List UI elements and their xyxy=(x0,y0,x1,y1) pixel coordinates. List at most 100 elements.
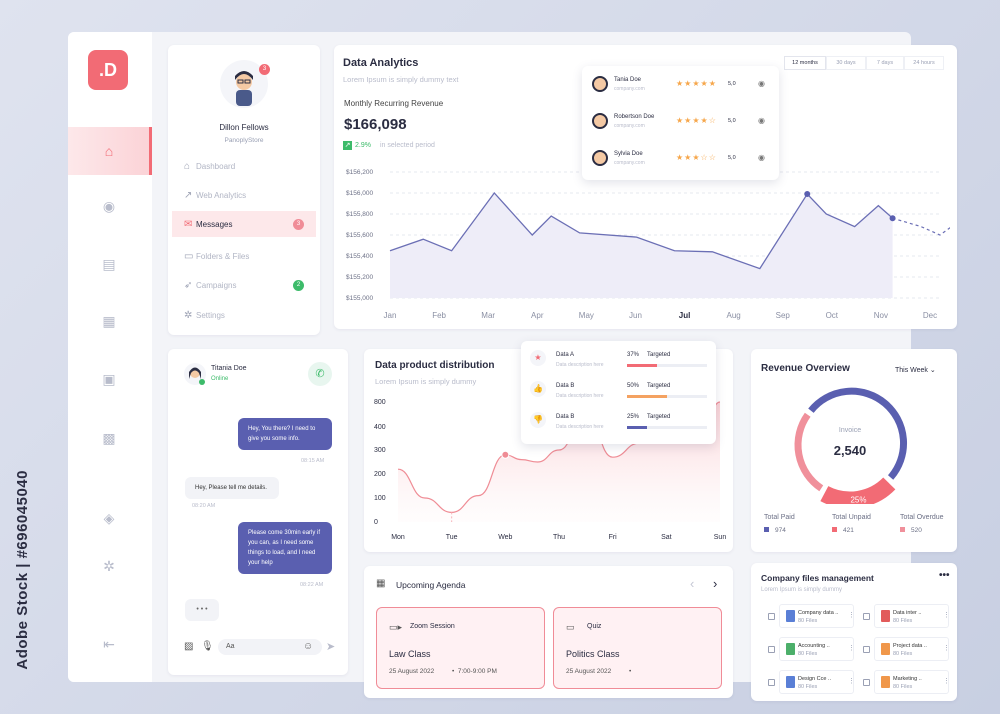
microphone-icon[interactable]: 🎙 xyxy=(201,641,214,652)
range-7-days[interactable]: 7 days xyxy=(866,56,904,70)
period-value: This Week xyxy=(895,367,928,374)
file-checkbox[interactable] xyxy=(863,613,870,620)
data-point xyxy=(501,450,510,459)
legend-label: Total Paid xyxy=(764,514,795,521)
projected-line xyxy=(892,217,950,236)
area-fill xyxy=(390,193,893,298)
menu-item-web-analytics[interactable]: ↗ Web Analytics xyxy=(172,182,316,208)
file-folder[interactable]: Accounting .. 80 Files ⋮ xyxy=(779,637,855,661)
rating-value: 5,0 xyxy=(728,155,736,161)
contact-icon[interactable]: ▩ xyxy=(102,430,116,446)
legend-value: 520 xyxy=(900,527,922,534)
menu-item-messages[interactable]: ✉ Messages xyxy=(172,211,316,237)
mrr-change: 2.9% xyxy=(355,142,371,149)
star-icon: ★ xyxy=(530,350,546,366)
agenda-item[interactable]: ▭ Quiz Politics Class 25 August 2022 • xyxy=(553,607,722,689)
trend-icon: ↗ xyxy=(184,189,193,201)
gear-icon: ✲ xyxy=(184,309,193,321)
gear-icon[interactable]: ✲ xyxy=(103,558,115,574)
reviewer-avatar xyxy=(592,150,608,166)
mrr-label: Monthly Recurring Revenue xyxy=(344,99,444,108)
id-card-icon[interactable]: ▤ xyxy=(102,256,116,272)
file-checkbox[interactable] xyxy=(768,613,775,620)
call-button[interactable]: ✆ xyxy=(308,362,332,386)
message-input-value: Aa xyxy=(226,643,235,650)
agenda-time: • xyxy=(629,668,632,675)
file-folder[interactable]: Data inter .. 80 Files ⋮ xyxy=(874,604,950,628)
inbox-icon[interactable]: ▣ xyxy=(102,371,116,387)
analytics-title: Data Analytics xyxy=(343,57,419,69)
x-tick-label: Sep xyxy=(776,311,791,320)
series-line xyxy=(389,191,894,270)
logout-icon[interactable]: ⇤ xyxy=(103,636,115,652)
file-count: 80 Files xyxy=(893,618,913,624)
more-options-icon[interactable]: ••• xyxy=(939,570,950,581)
dist-progress-fill xyxy=(627,364,657,367)
range-12-months[interactable]: 12 months xyxy=(784,56,826,70)
message-input[interactable] xyxy=(218,639,322,655)
agenda-time: • 7:00-9:00 PM xyxy=(452,668,497,675)
dist-item-tag: Targeted xyxy=(647,414,671,420)
file-checkbox[interactable] xyxy=(863,646,870,653)
watermark-text: Adobe Stock | #696045040 xyxy=(14,470,31,670)
file-menu-icon[interactable]: ⋮ xyxy=(943,612,950,619)
slice-label: 25% xyxy=(850,495,866,504)
file-icon xyxy=(881,676,890,688)
grid-icon[interactable]: ▦ xyxy=(102,313,116,329)
agenda-item[interactable]: ▭▸ Zoom Session Law Class 25 August 2022… xyxy=(376,607,545,689)
file-checkbox[interactable] xyxy=(768,679,775,686)
range-24-hours[interactable]: 24 hours xyxy=(904,56,944,70)
compass-icon[interactable]: ◉ xyxy=(102,198,116,214)
x-tick-label: Dec xyxy=(923,311,937,320)
file-folder[interactable]: Project data .. 80 Files ⋮ xyxy=(874,637,950,661)
file-menu-icon[interactable]: ⋮ xyxy=(943,645,950,652)
menu-item-settings[interactable]: ✲ Settings xyxy=(172,302,316,328)
eye-icon[interactable]: ◉ xyxy=(758,153,765,162)
image-icon[interactable]: ▨ xyxy=(184,641,194,652)
file-menu-icon[interactable]: ⋮ xyxy=(848,645,855,652)
reviewer-company: company.com xyxy=(614,160,645,166)
send-icon[interactable]: ➤ xyxy=(326,641,336,653)
eye-icon[interactable]: ◉ xyxy=(758,79,765,88)
layers-icon[interactable]: ◈ xyxy=(103,510,115,526)
menu-item-campaigns[interactable]: ➶ Campaigns xyxy=(172,272,316,298)
menu-label: Dashboard xyxy=(196,161,236,171)
chat-contact-status: Online xyxy=(211,376,229,382)
prev-arrow-icon[interactable]: ‹ xyxy=(690,576,695,591)
y-tick-label: 800 xyxy=(374,399,386,406)
file-menu-icon[interactable]: ⋮ xyxy=(848,612,855,619)
chat-message-time: 08:22 AM xyxy=(300,582,324,588)
file-menu-icon[interactable]: ⋮ xyxy=(848,678,855,685)
x-tick-label: Jun xyxy=(629,311,642,320)
file-icon xyxy=(786,676,795,688)
chat-message-received: Hey, Please tell me details. xyxy=(185,477,279,499)
menu-item-dashboard[interactable]: ⌂ Dashboard xyxy=(172,153,316,179)
eye-icon[interactable]: ◉ xyxy=(758,116,765,125)
home-icon[interactable]: ⌂ xyxy=(104,143,114,159)
chevron-down-icon: ⌄ xyxy=(929,367,936,374)
file-menu-icon[interactable]: ⋮ xyxy=(943,678,950,685)
file-folder[interactable]: Company data .. 80 Files ⋮ xyxy=(779,604,855,628)
file-folder[interactable]: Design Cce .. 80 Files ⋮ xyxy=(779,670,855,694)
next-arrow-icon[interactable]: › xyxy=(713,576,718,591)
dist-item-desc: Data description here xyxy=(556,393,604,399)
revenue-area-chart: $156,200 $156,000 $155,800 $155,600 $155,400… xyxy=(346,169,950,320)
file-checkbox[interactable] xyxy=(768,646,775,653)
avatar[interactable] xyxy=(220,60,268,108)
menu-item-folders[interactable]: ▭ Folders & Files xyxy=(172,243,316,269)
file-checkbox[interactable] xyxy=(863,679,870,686)
app-logo[interactable]: .D xyxy=(88,50,128,90)
x-tick-label: Feb xyxy=(432,311,446,320)
thumbs-down-icon: 👎 xyxy=(530,412,546,428)
y-tick-label: $155,400 xyxy=(346,253,373,260)
rating-value: 5,0 xyxy=(728,118,736,124)
legend-label: Total Overdue xyxy=(900,514,944,521)
reviewer-name: Robertson Doe xyxy=(614,114,655,120)
period-dropdown[interactable]: This Week ⌄ xyxy=(895,366,936,374)
legend-swatch xyxy=(764,527,769,532)
agenda-title: Upcoming Agenda xyxy=(396,580,466,590)
emoji-icon[interactable]: ☺ xyxy=(303,641,314,652)
range-30-days[interactable]: 30 days xyxy=(826,56,866,70)
file-folder[interactable]: Marketing .. 80 Files ⋮ xyxy=(874,670,950,694)
data-point xyxy=(804,191,811,198)
